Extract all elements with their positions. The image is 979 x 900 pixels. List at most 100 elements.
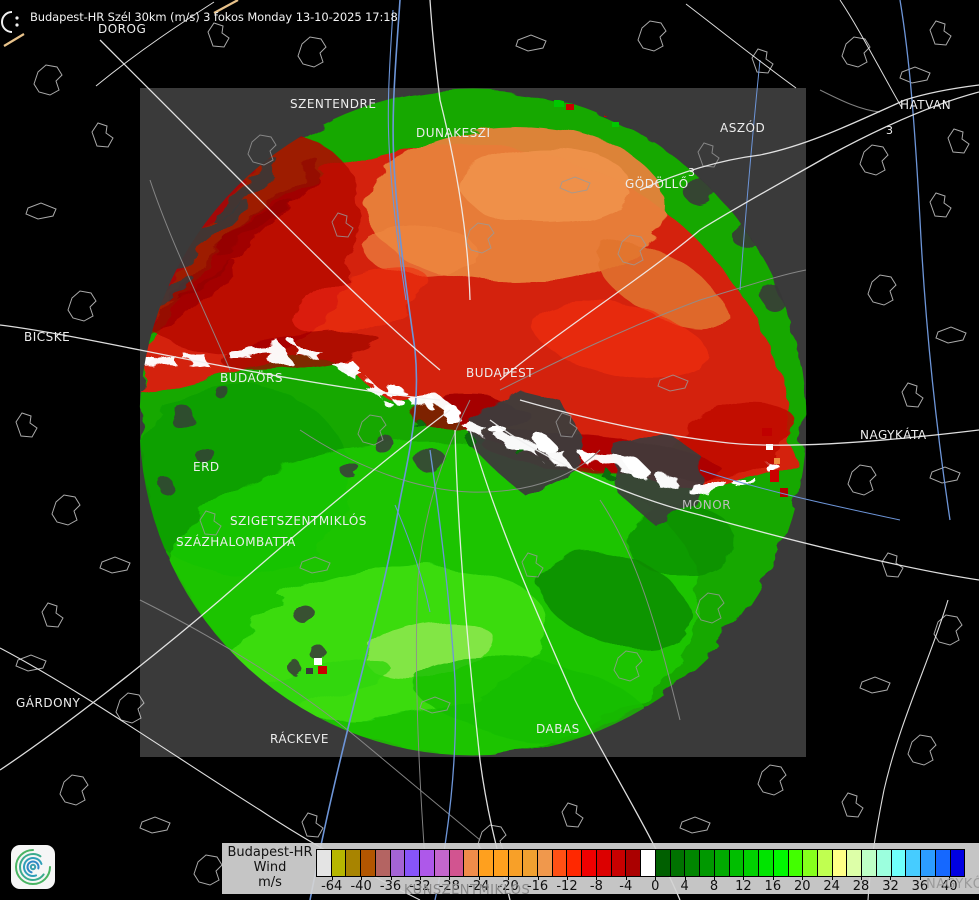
legend-tick bbox=[919, 876, 921, 880]
legend-cell-8 bbox=[434, 850, 450, 876]
legend-tick-label--16: -16 bbox=[526, 879, 549, 894]
legend-tick bbox=[449, 876, 451, 880]
legend-tick bbox=[508, 876, 510, 880]
legend-tick bbox=[537, 876, 539, 880]
rivers bbox=[309, 0, 951, 900]
legend-cell-38 bbox=[876, 850, 892, 876]
legend-cell-1 bbox=[331, 850, 347, 876]
legend-tick-label-4: 4 bbox=[680, 879, 689, 894]
met-service-logo[interactable] bbox=[11, 845, 55, 889]
legend-cell-40 bbox=[906, 850, 922, 876]
legend-cell-30 bbox=[759, 850, 774, 876]
map-label-szentendre: SZENTENDRE bbox=[290, 97, 377, 111]
map-label-szigetszentmikl-s: SZIGETSZENTMIKLÓS bbox=[230, 514, 367, 528]
legend-tick-label-16: 16 bbox=[764, 879, 782, 894]
legend-tick-label--20: -20 bbox=[497, 879, 519, 894]
legend-cell-3 bbox=[361, 850, 376, 876]
legend-tick bbox=[861, 876, 863, 880]
legend-cell-23 bbox=[655, 850, 671, 876]
legend-tick-label-24: 24 bbox=[823, 879, 840, 894]
legend-panel: Budapest-HR Wind m/s -64 -40 -36 -32 -28 -24-… bbox=[222, 843, 979, 894]
map-label-g-d-ll-: GÖDÖLLŐ bbox=[625, 177, 689, 191]
legend-tick-label-20: 20 bbox=[793, 879, 811, 894]
legend-cell-31 bbox=[773, 850, 789, 876]
legend-cell-6 bbox=[405, 850, 421, 876]
legend-tick-label--32: -32 bbox=[409, 879, 431, 894]
legend-tick bbox=[566, 876, 568, 880]
legend-tick-label--8: -8 bbox=[589, 879, 603, 894]
legend-cell-5 bbox=[390, 850, 406, 876]
legend-tick-label-12: 12 bbox=[735, 879, 752, 894]
legend-cell-4 bbox=[375, 850, 391, 876]
legend-cell-14 bbox=[523, 850, 539, 876]
legend-cell-28 bbox=[729, 850, 745, 876]
legend-cell-37 bbox=[862, 850, 877, 876]
legend-cell-41 bbox=[921, 850, 936, 876]
legend-cell-18 bbox=[582, 850, 597, 876]
corner-logo-icon bbox=[1, 11, 19, 33]
map-label-kunszentmiklós: KUNSZENTMIKLÓS bbox=[404, 883, 531, 898]
road-badge-3: 3 bbox=[688, 166, 695, 179]
map-label-dorog: DOROG bbox=[98, 22, 147, 36]
legend-source-block: Budapest-HR Wind m/s bbox=[224, 845, 316, 890]
map-label-r-ckeve: RÁCKEVE bbox=[270, 732, 329, 746]
secondary-roads bbox=[139, 89, 881, 861]
legend-cell-33 bbox=[803, 850, 818, 876]
legend-tick bbox=[390, 876, 392, 880]
legend-cell-25 bbox=[685, 850, 701, 876]
legend-cell-2 bbox=[346, 850, 362, 876]
legend-tick bbox=[772, 876, 774, 880]
legend-cell-27 bbox=[714, 850, 730, 876]
map-label-dabas: DABAS bbox=[536, 722, 580, 736]
legend-tick bbox=[625, 876, 627, 880]
logo-spiral-icon bbox=[15, 849, 51, 885]
legend-cell-36 bbox=[847, 850, 863, 876]
legend-cell-39 bbox=[891, 850, 907, 876]
legend-tick bbox=[802, 876, 804, 880]
map-label-monor: MONOR bbox=[682, 498, 732, 512]
legend-cell-20 bbox=[611, 850, 627, 876]
legend-tick-label--64: -64 bbox=[321, 879, 343, 894]
legend-tick bbox=[361, 876, 363, 880]
legend-cell-7 bbox=[420, 850, 435, 876]
legend-tick-label-8: 8 bbox=[709, 879, 719, 894]
legend-product-label: Wind bbox=[253, 860, 287, 875]
legend-tick-label-36: 36 bbox=[911, 879, 929, 894]
map-label-nagykőrös: NAGYKŐRÖS bbox=[926, 877, 979, 892]
legend-tick bbox=[743, 876, 745, 880]
legend-cell-24 bbox=[670, 850, 686, 876]
legend-cell-43 bbox=[950, 850, 965, 876]
legend-tick bbox=[949, 876, 951, 880]
legend-tick bbox=[478, 876, 480, 880]
legend-cell-22 bbox=[641, 850, 656, 876]
legend-tick-label--24: -24 bbox=[468, 879, 490, 894]
legend-cell-26 bbox=[700, 850, 715, 876]
legend-cell-34 bbox=[817, 850, 833, 876]
legend-tick bbox=[890, 876, 892, 880]
legend-tick bbox=[655, 876, 657, 880]
legend-cell-42 bbox=[935, 850, 951, 876]
legend-cell-0 bbox=[317, 850, 332, 876]
map-label-g-rdony: GÁRDONY bbox=[16, 696, 81, 710]
legend-cell-32 bbox=[788, 850, 804, 876]
legend-cell-10 bbox=[464, 850, 480, 876]
legend-cell-15 bbox=[538, 850, 553, 876]
legend-tick bbox=[596, 876, 598, 880]
map-label-buda-rs: BUDAÖRS bbox=[220, 371, 283, 385]
legend-cell-19 bbox=[596, 850, 612, 876]
legend-tick bbox=[714, 876, 716, 880]
map-label-sz-zhalombatta: SZÁZHALOMBATTA bbox=[176, 535, 296, 549]
legend-cell-13 bbox=[508, 850, 524, 876]
product-title: Budapest-HR Szél 30km (m/s) 3 fokos Mond… bbox=[30, 10, 398, 24]
map-label-erd: ERD bbox=[193, 460, 220, 474]
legend-tick-label--40: -40 bbox=[350, 879, 372, 894]
legend-tick-label--12: -12 bbox=[556, 879, 578, 894]
map-label-nagyk-ta: NAGYKÁTA bbox=[860, 428, 927, 442]
legend-tick-label--36: -36 bbox=[379, 879, 402, 894]
legend-tick-label--28: -28 bbox=[438, 879, 460, 894]
legend-tick bbox=[331, 876, 333, 880]
legend-cell-16 bbox=[552, 850, 568, 876]
